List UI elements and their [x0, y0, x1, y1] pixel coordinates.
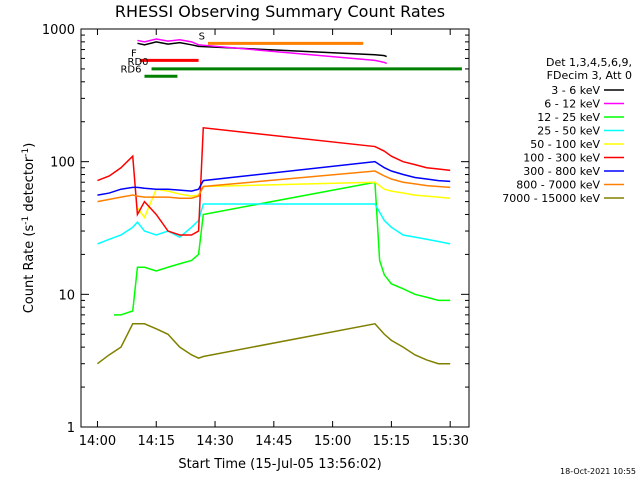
x-axis: 14:00 14:15 14:30 14:45 15:00 15:15 15:30 — [79, 29, 469, 449]
series-line-300-800keV — [97, 160, 451, 196]
series-line-800-7000keV — [97, 170, 451, 203]
legend: Det 1,3,4,5,6,9,FDecim 3, Att 0 3 - 6 keV… — [502, 56, 632, 205]
timestamp: 18-Oct-2021 10:55 — [560, 467, 636, 476]
x-tick-label: 14:30 — [196, 434, 233, 449]
x-tick-label: 14:00 — [79, 434, 116, 449]
legend-entry-label: 12 - 25 keV — [537, 111, 600, 124]
legend-header-line: Det 1,3,4,5,6,9, — [546, 56, 632, 69]
legend-entry-label: 25 - 50 keV — [537, 125, 600, 138]
annotation-label-s: S — [199, 31, 205, 42]
y-axis-label-sup2: -1 — [21, 148, 31, 157]
x-tick-label: 14:15 — [138, 434, 175, 449]
y-axis-label-sup: -1 — [21, 216, 31, 225]
legend-entry-label: 100 - 300 keV — [523, 152, 600, 165]
series-line-3-6keV — [137, 41, 387, 58]
legend-entry-label: 300 - 800 keV — [523, 165, 600, 178]
legend-entry-label: 6 - 12 keV — [544, 98, 600, 111]
y-tick-label: 1000 — [42, 23, 75, 38]
series-line-25-50keV — [97, 203, 451, 245]
legend-entry-label: 800 - 7000 keV — [516, 179, 600, 192]
x-axis-label: Start Time (15-Jul-05 13:56:02) — [178, 457, 381, 472]
y-axis-label-main: Count Rate (s — [22, 225, 37, 314]
annotation-label-rd6: RD6 — [120, 64, 141, 75]
series-line-50-100keV — [136, 181, 451, 219]
y-axis-label-tail: detector — [22, 156, 37, 216]
y-axis-label: Count Rate (s-1 detector-1) — [21, 143, 37, 314]
y-tick-label: 10 — [58, 288, 75, 303]
series-line-6-12keV — [137, 38, 387, 65]
legend-header-line: FDecim 3, Att 0 — [547, 69, 632, 82]
x-tick-label: 14:45 — [255, 434, 292, 449]
series-line-7000-15000keV — [97, 322, 451, 365]
annotation-label-f: F — [131, 48, 137, 59]
legend-entry-label: 50 - 100 keV — [530, 138, 600, 151]
y-tick-label: 1 — [67, 421, 75, 436]
y-axis-label-end: ) — [22, 143, 37, 148]
y-tick-label: 100 — [50, 156, 75, 171]
series-line-100-300keV — [97, 126, 451, 236]
y-axis: 1 10 100 1000 — [42, 23, 469, 436]
x-tick-label: 15:00 — [314, 434, 351, 449]
series-line-12-25keV — [113, 181, 451, 316]
chart-title: RHESSI Observing Summary Count Rates — [115, 2, 445, 21]
x-tick-label: 15:15 — [373, 434, 410, 449]
plot-frame — [80, 28, 470, 428]
legend-entry-label: 3 - 6 keV — [551, 84, 600, 97]
x-tick-label: 15:30 — [431, 434, 468, 449]
annotation-label-rd0: RD0 — [128, 57, 149, 68]
legend-entry-label: 7000 - 15000 keV — [502, 192, 600, 205]
